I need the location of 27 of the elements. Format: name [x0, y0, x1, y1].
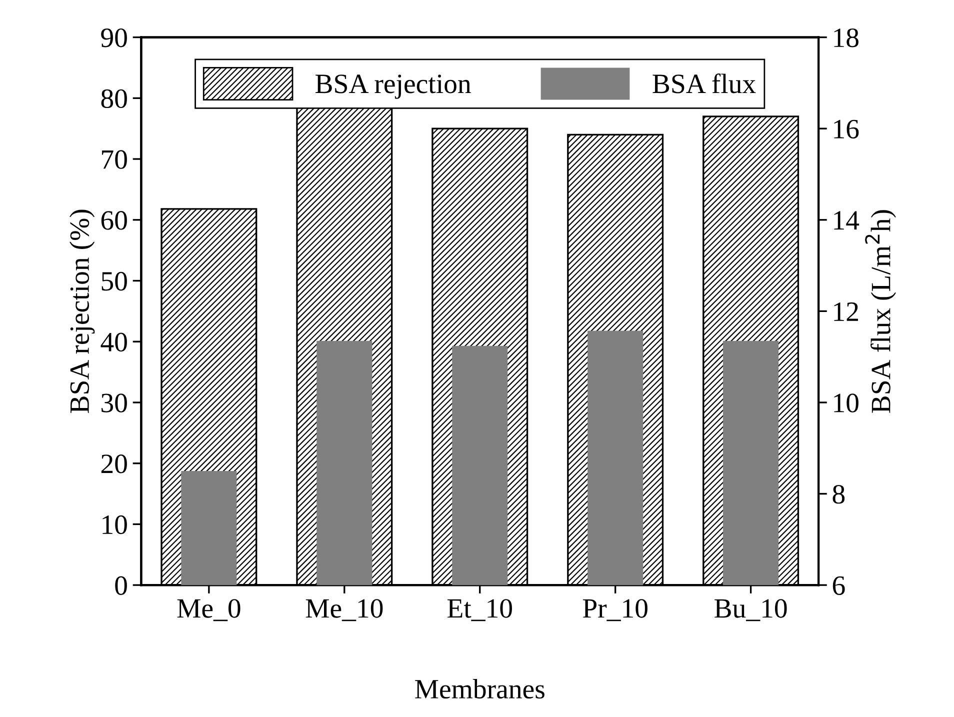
y2-tick-label: 16	[834, 120, 859, 138]
x-axis-title: Membranes	[415, 679, 544, 699]
y-tick-label: 80	[101, 89, 127, 108]
x-tick-label: Me_10	[306, 599, 383, 622]
y-tick-label: 60	[101, 211, 127, 230]
y-tick-label: 0	[115, 576, 127, 595]
y-tick-label: 40	[100, 332, 127, 352]
y2-tick-label: 6	[832, 576, 845, 595]
y2-axis-title: BSA flux (L/m$^{2}$h)	[865, 210, 896, 413]
x-tick-label: Pr_10	[582, 599, 648, 622]
legend-label: BSA rejection	[316, 74, 471, 99]
y2-tick-label: 8	[832, 484, 845, 504]
x-tick-label: Et_10	[447, 599, 512, 622]
y-tick-label: 70	[102, 150, 127, 169]
y-tick-label: 20	[101, 454, 127, 474]
y-tick-label: 90	[101, 28, 127, 48]
y-tick-label: 30	[102, 394, 127, 412]
legend-label: BSA flux	[652, 73, 756, 94]
y2-tick-label: 14	[834, 211, 860, 230]
y-axis-title: BSA rejection (%)	[69, 210, 95, 413]
y-tick-label: 50	[102, 272, 127, 291]
y2-tick-label: 10	[834, 394, 858, 412]
y2-tick-label: 18	[834, 28, 858, 48]
x-tick-label: Bu_10	[714, 599, 787, 622]
y-tick-label: 10	[102, 515, 127, 534]
y2-tick-label: 12	[834, 302, 858, 321]
x-tick-label: Me_0	[177, 599, 240, 622]
